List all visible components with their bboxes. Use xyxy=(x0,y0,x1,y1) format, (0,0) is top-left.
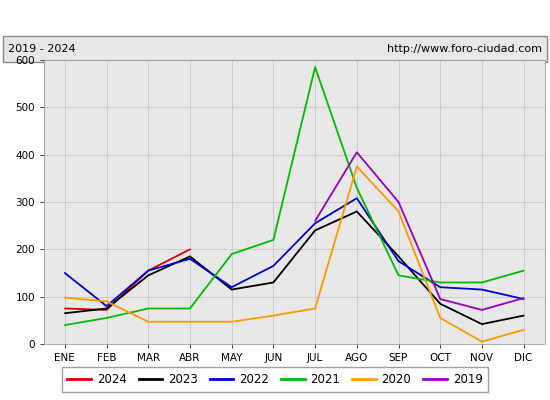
2020 xyxy=(437,316,443,320)
FancyBboxPatch shape xyxy=(3,36,547,62)
Line: 2022: 2022 xyxy=(65,198,524,306)
2022 xyxy=(520,297,527,302)
2023 xyxy=(520,313,527,318)
2023 xyxy=(437,301,443,306)
2021 xyxy=(145,306,152,311)
2021 xyxy=(520,268,527,273)
2023 xyxy=(270,280,277,285)
2020 xyxy=(478,339,485,344)
2022 xyxy=(312,221,318,226)
2019 xyxy=(520,296,527,300)
2019 xyxy=(478,308,485,312)
2023 xyxy=(228,287,235,292)
2022 xyxy=(103,304,110,308)
2022 xyxy=(354,196,360,201)
2021 xyxy=(395,273,402,278)
Text: Evolucion Nº Turistas Nacionales en el municipio de Corbillos de los Oteros: Evolucion Nº Turistas Nacionales en el m… xyxy=(54,10,496,24)
2020 xyxy=(270,313,277,318)
2020 xyxy=(354,164,360,169)
2019 xyxy=(312,218,318,223)
2020 xyxy=(62,295,68,300)
2022 xyxy=(145,268,152,273)
Line: 2021: 2021 xyxy=(65,67,524,325)
2022 xyxy=(62,270,68,275)
2022 xyxy=(478,287,485,292)
2019 xyxy=(437,297,443,302)
2024 xyxy=(103,308,110,312)
Line: 2019: 2019 xyxy=(315,152,524,310)
2021 xyxy=(312,65,318,70)
2021 xyxy=(270,238,277,242)
Line: 2020: 2020 xyxy=(65,166,524,342)
2019 xyxy=(395,200,402,204)
2020 xyxy=(186,319,193,324)
2024 xyxy=(62,306,68,311)
2022 xyxy=(395,259,402,264)
2023 xyxy=(354,209,360,214)
2023 xyxy=(478,322,485,326)
Line: 2023: 2023 xyxy=(65,212,524,324)
Legend: 2024, 2023, 2022, 2021, 2020, 2019: 2024, 2023, 2022, 2021, 2020, 2019 xyxy=(62,367,488,392)
2023 xyxy=(186,254,193,259)
2020 xyxy=(145,319,152,324)
2020 xyxy=(103,299,110,304)
2023 xyxy=(312,228,318,233)
2023 xyxy=(145,273,152,278)
2021 xyxy=(186,306,193,311)
2020 xyxy=(395,209,402,214)
2022 xyxy=(186,256,193,261)
2021 xyxy=(228,252,235,256)
Text: 2019 - 2024: 2019 - 2024 xyxy=(8,44,76,54)
2023 xyxy=(62,311,68,316)
2023 xyxy=(395,254,402,259)
2024 xyxy=(145,268,152,273)
2021 xyxy=(354,185,360,190)
2021 xyxy=(103,316,110,320)
2022 xyxy=(270,264,277,268)
2022 xyxy=(437,285,443,290)
2024 xyxy=(186,247,193,252)
Text: http://www.foro-ciudad.com: http://www.foro-ciudad.com xyxy=(387,44,542,54)
2022 xyxy=(228,285,235,290)
2019 xyxy=(354,150,360,155)
2023 xyxy=(103,306,110,311)
2021 xyxy=(437,280,443,285)
2020 xyxy=(312,306,318,311)
2020 xyxy=(228,319,235,324)
2021 xyxy=(478,280,485,285)
Line: 2024: 2024 xyxy=(65,249,190,310)
2021 xyxy=(62,323,68,328)
2020 xyxy=(520,327,527,332)
